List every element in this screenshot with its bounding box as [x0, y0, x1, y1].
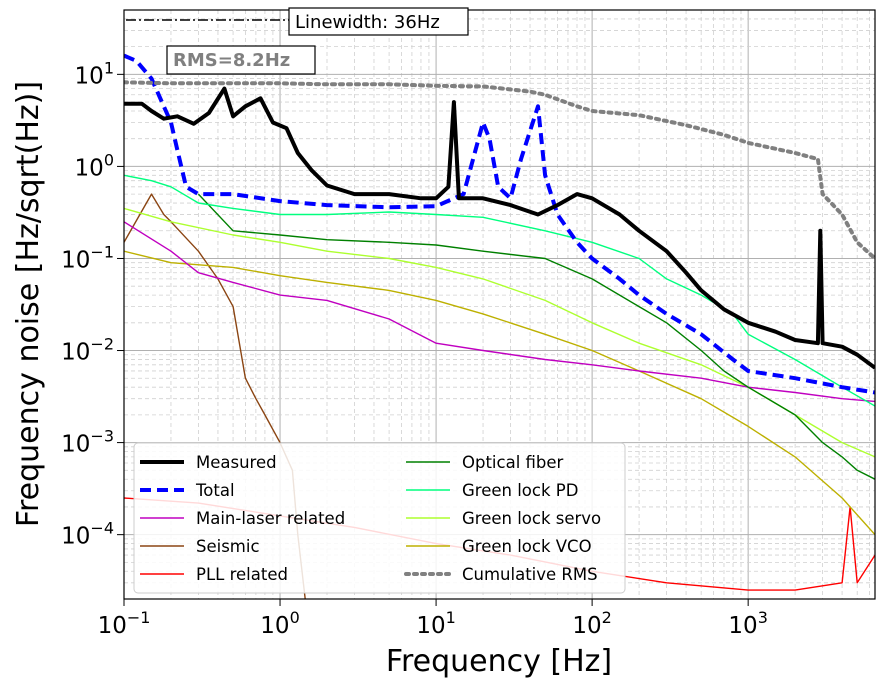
plot-frame [123, 9, 876, 600]
y-axis-label: Frequency noise [Hz/sqrt(Hz)] [11, 81, 46, 527]
linewidth-label: Linewidth: 36Hz [295, 12, 440, 33]
rms-annotation: RMS=8.2Hz [166, 45, 316, 75]
legend-label: Optical fiber [462, 453, 564, 472]
legend-box [133, 442, 626, 594]
x-tick-label: 100 [260, 608, 299, 639]
rms-box [166, 45, 316, 75]
rms-label: RMS=8.2Hz [173, 50, 290, 71]
legend: Measured Total Main-laser related Seismic PL… [133, 442, 626, 594]
legend-label: Green lock VCO [462, 537, 592, 556]
legend-label: Green lock servo [462, 509, 601, 528]
series-line-green-lock-pd [124, 174, 875, 407]
legend-label: Measured [196, 453, 277, 472]
series-line-cumulative-rms [124, 80, 875, 261]
y-tick-label: 100 [75, 150, 114, 181]
y-tick-label: 10−4 [61, 519, 114, 550]
y-tick-label: 10−3 [61, 427, 114, 458]
x-tick-label: 10−1 [98, 608, 151, 639]
series-line-green-lock-vco [124, 250, 875, 536]
series-line-total [124, 53, 875, 395]
legend-label: Total [195, 481, 235, 500]
legend-label: PLL related [196, 565, 288, 584]
x-tick-label: 102 [572, 608, 611, 639]
legend-label: Green lock PD [462, 481, 578, 500]
legend-label: Seismic [196, 537, 260, 556]
legend-label: Cumulative RMS [462, 565, 598, 584]
linewidth-box [288, 7, 469, 36]
linewidth-annotation: Linewidth: 36Hz [126, 7, 469, 36]
x-tick-label: 101 [416, 608, 455, 639]
legend-items: Measured Total Main-laser related Seismic PL… [140, 453, 601, 584]
legend-label: Main-laser related [196, 509, 345, 528]
y-tick-label: 10−1 [61, 242, 114, 273]
series-line-optical-fiber [197, 193, 875, 480]
axis-ticks: 10−1 100 101 102 103 101 100 10−1 10−2 10−3 10−4 [61, 58, 768, 639]
series-line-measured [124, 86, 875, 370]
y-tick-label: 101 [75, 58, 114, 89]
series-line-main-laser-related [124, 221, 875, 403]
x-axis-label: Frequency [Hz] [386, 644, 612, 679]
x-tick-label: 103 [728, 608, 767, 639]
y-tick-label: 10−2 [61, 335, 114, 366]
